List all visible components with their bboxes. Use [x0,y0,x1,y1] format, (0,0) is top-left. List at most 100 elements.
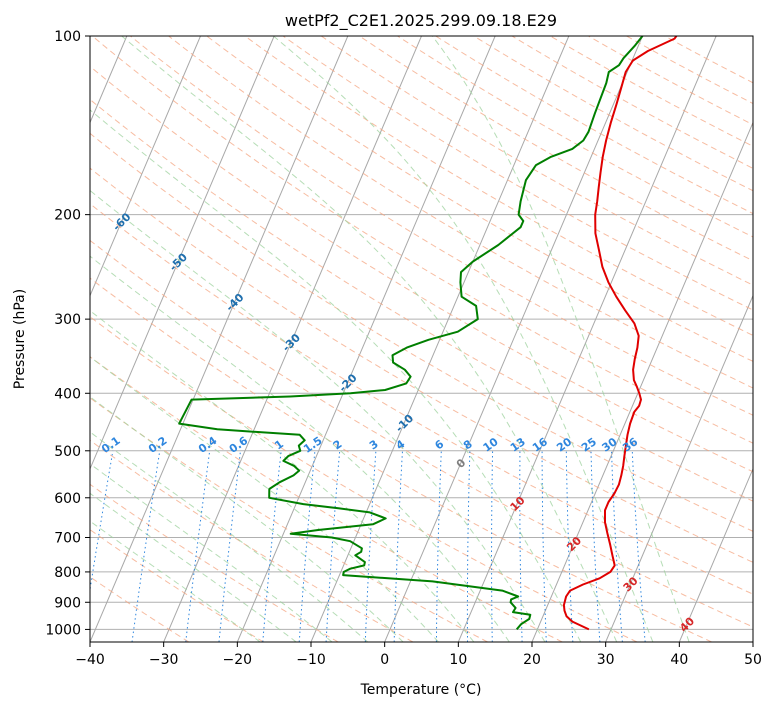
x-tick-label: 10 [449,652,467,668]
dry-adiabat [90,576,190,642]
x-tick-label: −10 [296,652,326,668]
mixing-ratio-line [631,450,646,642]
x-tick-label: 30 [597,652,615,668]
dry-adiabat [90,239,753,628]
y-tick-label: 500 [54,444,81,460]
mixing-ratio-line [131,450,161,642]
isotherm-label: -40 [223,291,246,314]
isotherm-label: 0 [454,456,469,471]
dry-adiabat [90,316,638,642]
y-tick-label: 100 [54,29,81,45]
moist-adiabat [121,36,618,642]
dry-adiabat [90,203,753,595]
plot-frame [89,35,754,643]
isotherm-line [531,121,753,642]
mixing-ratio-line [364,450,377,642]
dry-adiabat [511,36,753,169]
moist-adiabat [90,463,333,642]
isotherm-line [384,36,643,642]
moist-adiabat [273,36,654,642]
mixing-ratio-label: 0.6 [227,434,251,456]
dry-adiabat [90,529,264,642]
mixing-ratio-label: 3 [367,437,381,452]
y-axis: 100 200 300 400 500 600 700 800 900 1000 [45,29,90,638]
dry-adiabat [90,439,414,642]
moist-adiabat [90,520,261,642]
x-tick-label: 0 [380,652,389,668]
dry-adiabat [90,132,753,532]
mixing-ratio-line [218,450,241,642]
mixing-ratio-label: 10 [481,435,501,455]
temperature-profile-line [562,36,678,631]
dry-adiabat [90,397,488,642]
mixing-ratio-line [491,450,494,642]
isotherm-label: -10 [393,411,416,434]
x-axis: −40 −30 −20 −10 0 10 20 30 40 50 [75,642,762,668]
y-tick-label: 300 [54,312,81,328]
mixing-ratio-line [90,450,114,593]
y-tick-label: 700 [54,531,81,547]
y-tick-label: 800 [54,565,81,581]
y-tick-label: 1000 [45,622,81,638]
mixing-ratio-label: 4 [394,437,408,452]
isotherm-line [163,36,422,642]
isotherm-label: -60 [110,210,133,233]
dry-adiabat [90,277,712,642]
moist-adiabat [90,492,297,642]
moist-adiabat [90,396,404,642]
moist-adiabat [431,36,690,642]
dry-adiabat [359,36,753,262]
x-tick-label: −40 [75,652,105,668]
dewpoint-profile-line [178,36,644,631]
dry-adiabat [244,36,753,336]
moist-adiabat [90,189,546,642]
x-tick-label: 20 [523,652,541,668]
mixing-ratio-label: 8 [461,437,475,452]
dry-adiabat [435,36,753,215]
y-tick-label: 600 [54,491,81,507]
mixing-ratio-line [611,450,623,642]
mixing-ratio-label: 30 [599,435,619,455]
dry-adiabat [130,36,753,416]
isolines [90,36,753,642]
mixing-ratio-line [565,450,574,642]
mixing-ratio-line [325,450,341,642]
moist-adiabat [90,310,475,642]
mixing-ratio-label: 13 [508,435,528,454]
x-tick-label: 50 [744,652,762,668]
mixing-ratio-label: 0.1 [99,434,122,456]
isotherm-line [457,36,717,642]
isotherm-label: 10 [508,494,528,514]
dry-adiabat [282,36,753,311]
x-axis-label: Temperature (°C) [360,682,482,698]
y-axis-label: Pressure (hPa) [12,289,28,389]
mixing-ratio-line [185,450,211,642]
moist-adiabat [90,431,369,642]
y-tick-label: 900 [54,595,81,611]
isotherm-line [236,36,496,642]
x-tick-label: −30 [149,652,179,668]
isotherm-label: 40 [677,614,697,634]
isotherm-line [90,36,201,297]
series-layer [178,36,678,631]
dry-adiabat [90,356,563,642]
mixing-ratio-label: 0.4 [196,434,220,456]
dry-adiabat [91,36,753,444]
mixing-ratio-line [519,450,523,642]
x-tick-label: 40 [670,652,688,668]
dry-adiabat [90,167,753,563]
mixing-ratio-label: 16 [530,435,550,455]
mixing-ratio-line [435,450,442,642]
x-tick-label: −20 [223,652,253,668]
moist-adiabat [90,255,510,642]
mixing-ratio-line [393,450,403,642]
isotherm-label: 30 [621,574,641,594]
mixing-ratio-label: 20 [554,435,574,455]
isotherm-label: -20 [336,371,359,394]
isotherm-line [678,467,753,642]
dry-adiabat [90,483,339,642]
chart-title: wetPf2_C2E1.2025.299.09.18.E29 [285,11,557,31]
isotherm-line [605,294,753,642]
